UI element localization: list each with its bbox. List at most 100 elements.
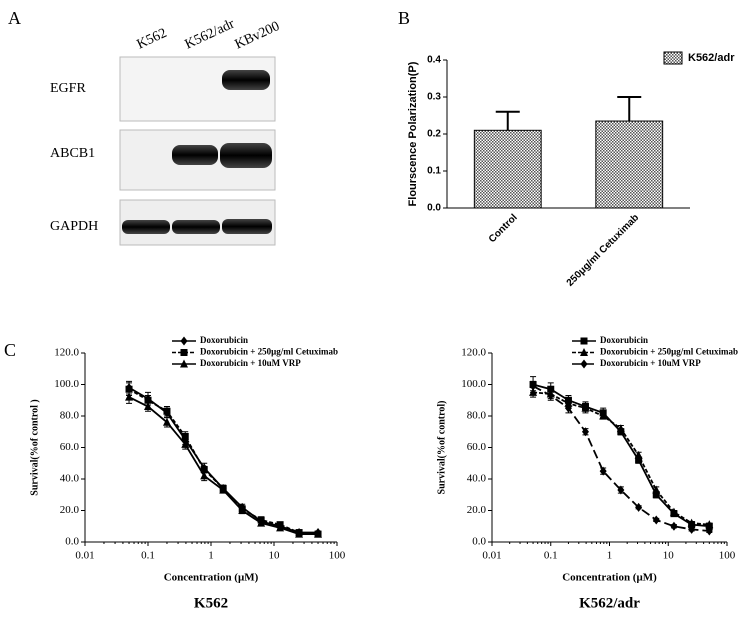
band — [222, 219, 272, 234]
legend-marker — [580, 359, 588, 369]
marker — [599, 411, 608, 420]
y-tick-label: 20.0 — [60, 504, 80, 516]
marker — [705, 520, 714, 529]
legend-swatch — [663, 51, 683, 65]
marker — [599, 466, 607, 476]
marker — [616, 424, 625, 433]
x-tick-label: 10 — [663, 550, 675, 562]
marker — [687, 518, 696, 527]
marker — [529, 381, 537, 391]
marker — [181, 432, 189, 440]
marker — [125, 392, 134, 401]
marker — [163, 407, 171, 415]
protein-label: ABCB1 — [50, 146, 95, 161]
legend-marker — [180, 336, 188, 346]
y-tick-label: 0.4 — [427, 55, 441, 66]
bar — [595, 120, 664, 209]
y-tick-label: 80.0 — [60, 410, 80, 422]
marker — [564, 403, 572, 413]
lane-label: KBv200 — [233, 19, 282, 53]
x-tick-label: 0.01 — [75, 550, 94, 562]
x-tick-label: Control — [487, 212, 520, 245]
marker — [162, 417, 171, 426]
series-line — [532, 385, 710, 532]
legend-label: Doxorubicin — [200, 335, 248, 345]
band — [220, 143, 272, 168]
marker — [617, 485, 625, 495]
legend-label: Doxorubicin + 10uM VRP — [200, 358, 301, 368]
blot: K562 K562/adr KBv200 EGFR ABCB1 GAPDH — [50, 16, 282, 246]
protein-label: EGFR — [50, 81, 86, 96]
y-tick-label: 60.0 — [467, 441, 487, 453]
y-tick-label: 0.3 — [427, 92, 441, 103]
y-tick-label: 20.0 — [467, 504, 487, 516]
y-tick-label: 0.0 — [472, 536, 486, 548]
panel-label: B — [398, 8, 410, 28]
error-bar — [495, 110, 520, 131]
legend-marker — [580, 337, 588, 345]
marker — [635, 502, 643, 512]
band — [172, 145, 218, 165]
band — [222, 70, 270, 90]
y-tick-label: 0.1 — [427, 166, 441, 177]
marker — [238, 506, 247, 514]
marker — [144, 402, 152, 411]
legend-label: Doxorubicin + 250μg/ml Cetuximab — [600, 347, 738, 357]
x-tick-label: 0.01 — [482, 550, 501, 562]
marker — [705, 526, 713, 536]
y-tick-label: 120.0 — [54, 347, 79, 359]
marker — [257, 518, 266, 527]
y-tick-label: 40.0 — [60, 473, 80, 485]
marker — [581, 427, 589, 437]
y-axis-label: Survival(%of control ) — [29, 399, 40, 495]
bar — [473, 129, 542, 209]
legend-marker — [180, 349, 188, 356]
y-tick-label: 0.0 — [65, 536, 79, 548]
y-tick-label: 80.0 — [467, 410, 487, 422]
legend-label: Doxorubicin + 250μg/ml Cetuximab — [200, 347, 338, 357]
x-tick-label: 0.1 — [544, 550, 558, 562]
marker — [547, 391, 555, 401]
marker — [652, 485, 661, 494]
x-tick-label: 100 — [719, 550, 736, 562]
marker — [200, 471, 209, 480]
series-line — [532, 383, 710, 528]
y-tick-label: 100.0 — [54, 378, 79, 390]
marker — [670, 521, 678, 531]
marker — [652, 515, 660, 525]
x-tick-label: 250μg/ml Cetuximab — [565, 212, 642, 289]
panel-label: A — [8, 8, 21, 28]
x-axis-label: Concentration (μM) — [164, 572, 259, 584]
y-tick-label: 60.0 — [60, 441, 80, 453]
legend-label: Doxorubicin + 10uM VRP — [600, 358, 701, 368]
y-tick-label: 120.0 — [461, 347, 486, 359]
marker — [581, 403, 590, 412]
x-tick-label: 1 — [607, 550, 613, 562]
x-axis-label: Concentration (μM) — [562, 572, 657, 584]
series-line — [128, 386, 319, 534]
x-tick-label: 100 — [329, 550, 346, 562]
marker — [276, 523, 285, 532]
legend-label: Doxorubicin — [600, 335, 648, 345]
legend-label: K562/adr — [688, 52, 735, 64]
y-tick-label: 100.0 — [461, 378, 486, 390]
y-tick-label: 40.0 — [467, 473, 487, 485]
band — [172, 220, 220, 234]
chart-title: K562 — [194, 595, 228, 611]
marker — [634, 450, 643, 459]
marker — [219, 485, 228, 494]
y-tick-label: 0.0 — [427, 203, 441, 214]
legend-marker — [180, 359, 188, 368]
marker — [669, 507, 678, 516]
y-axis-label: Survival(%of control) — [436, 401, 447, 495]
lane-label: K562/adr — [183, 16, 238, 52]
panel-label: C — [4, 340, 16, 360]
series-line — [128, 396, 319, 536]
series-line — [128, 388, 319, 536]
protein-label: GAPDH — [50, 219, 98, 234]
error-bar — [617, 96, 642, 122]
marker — [529, 387, 538, 396]
marker — [295, 529, 304, 538]
